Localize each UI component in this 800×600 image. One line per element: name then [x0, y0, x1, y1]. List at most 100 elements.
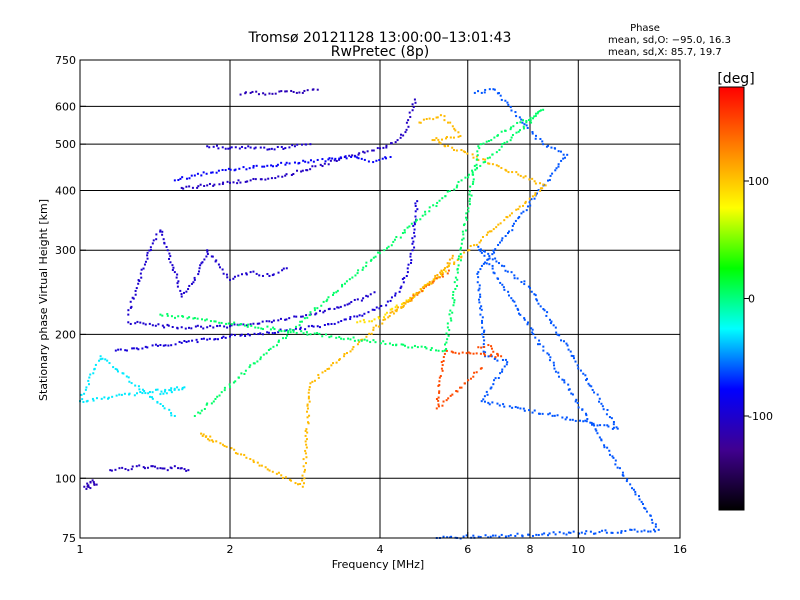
data-point [477, 276, 480, 279]
data-point [215, 171, 218, 174]
data-point [217, 169, 220, 172]
data-point [405, 299, 408, 302]
data-point [496, 134, 499, 137]
data-point [601, 405, 604, 408]
data-point [307, 397, 310, 400]
data-point [549, 356, 552, 359]
data-point [232, 381, 235, 384]
data-point [440, 138, 443, 141]
data-point [500, 239, 503, 242]
data-point [350, 156, 353, 159]
data-point [142, 267, 145, 270]
data-point [517, 308, 520, 311]
data-point [304, 434, 307, 437]
data-point [121, 466, 124, 469]
data-point [299, 482, 302, 485]
data-point [554, 370, 557, 373]
data-point [446, 326, 449, 329]
data-point [340, 337, 343, 340]
data-point [304, 328, 307, 331]
data-point [154, 465, 157, 468]
data-point [134, 384, 137, 387]
data-point [149, 249, 152, 252]
data-point [200, 262, 203, 265]
data-point [258, 464, 261, 467]
data-point [413, 295, 416, 298]
data-point [142, 322, 145, 325]
data-point [273, 331, 276, 334]
data-point [173, 414, 176, 417]
data-point [461, 238, 464, 241]
data-point [340, 319, 343, 322]
data-point [492, 228, 495, 231]
data-point [467, 176, 470, 179]
data-point [460, 386, 463, 389]
data-point [266, 273, 269, 276]
data-point [456, 390, 459, 393]
data-point [151, 242, 154, 245]
data-point [164, 344, 167, 347]
data-point [229, 278, 231, 281]
data-point [448, 258, 451, 261]
data-point [185, 340, 188, 343]
data-point [569, 418, 572, 421]
data-point [170, 467, 173, 470]
data-point [281, 175, 284, 178]
data-point [443, 343, 446, 346]
data-point [321, 335, 324, 338]
data-point [137, 385, 140, 388]
data-point [399, 136, 402, 139]
data-point [240, 333, 243, 336]
data-point [324, 369, 327, 372]
data-point [441, 404, 444, 407]
data-point [493, 379, 496, 382]
data-point [577, 367, 580, 370]
data-point [163, 326, 166, 329]
data-point [390, 244, 393, 247]
data-point [285, 90, 288, 93]
data-point [548, 412, 551, 415]
data-point [534, 114, 537, 117]
data-point [470, 194, 473, 197]
data-point [149, 246, 152, 249]
data-point [523, 318, 526, 321]
data-point [569, 350, 572, 353]
data-point [479, 248, 482, 251]
data-point [451, 297, 454, 300]
data-point [274, 177, 277, 180]
data-point [507, 103, 510, 106]
data-point [103, 396, 106, 399]
data-point [471, 182, 474, 185]
data-point [269, 347, 272, 350]
data-point [451, 125, 454, 128]
data-point [204, 319, 207, 322]
data-point [422, 118, 425, 121]
y-tick-label: 300 [55, 244, 76, 257]
data-point [221, 268, 224, 271]
data-point [475, 158, 478, 161]
data-point [273, 148, 276, 151]
data-point [127, 469, 130, 472]
data-point [379, 342, 382, 345]
data-point [523, 280, 526, 283]
data-point [459, 246, 462, 249]
data-point [351, 348, 354, 351]
data-point [599, 424, 602, 427]
data-point [553, 414, 556, 417]
data-point [448, 190, 451, 193]
data-point [539, 305, 542, 308]
data-point [400, 343, 403, 346]
data-point [230, 324, 233, 327]
data-point [529, 204, 532, 207]
data-point [565, 416, 568, 419]
data-point [391, 344, 394, 347]
data-point [201, 434, 204, 437]
data-point [375, 324, 378, 327]
data-point [135, 287, 138, 290]
data-point [541, 533, 544, 536]
chart-title: Tromsø 20121128 13:00:00–13:01:43 [248, 30, 512, 46]
data-point [332, 293, 335, 296]
data-point [213, 338, 216, 341]
data-point [422, 287, 425, 290]
data-point [125, 349, 128, 352]
